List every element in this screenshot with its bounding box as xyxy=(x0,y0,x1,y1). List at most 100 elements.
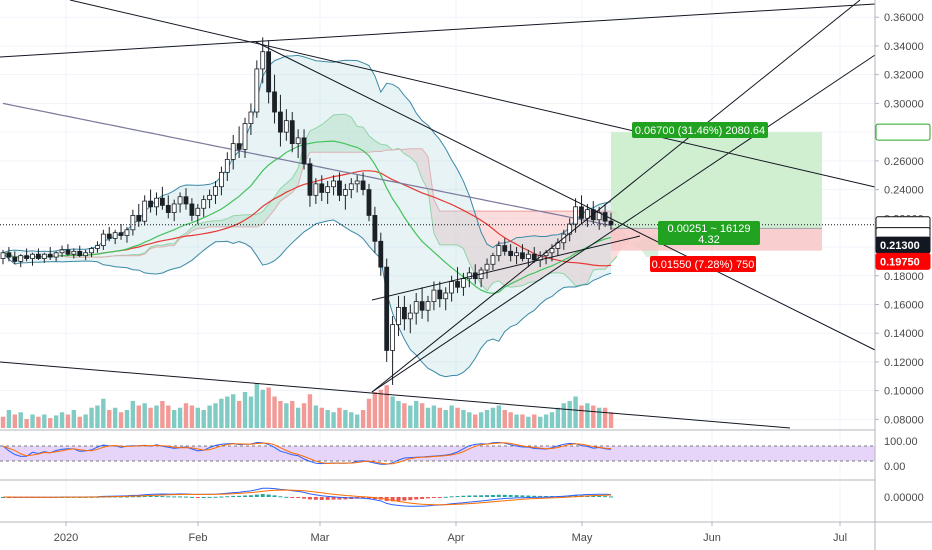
position-profit-zone xyxy=(611,132,822,229)
candle-body xyxy=(272,91,277,113)
volume-bar xyxy=(171,410,177,428)
price-tick-label: 0.32000 xyxy=(884,70,924,82)
macd-histogram-bar xyxy=(124,496,129,498)
macd-histogram-bar xyxy=(420,497,425,499)
cloud-segment xyxy=(327,114,334,153)
volume-bar xyxy=(537,416,543,428)
volume-bar xyxy=(449,405,454,428)
volume-bar xyxy=(526,416,531,428)
candle-body xyxy=(213,186,218,196)
volume-bar xyxy=(520,414,525,428)
candle-body xyxy=(449,281,455,294)
cloud-segment xyxy=(280,183,287,202)
macd-histogram-bar xyxy=(449,496,454,498)
candle-body xyxy=(431,289,437,303)
volume-bar xyxy=(284,403,289,428)
volume-bar xyxy=(266,387,271,428)
price-tick-label: 0.34000 xyxy=(884,41,924,53)
cloud-segment xyxy=(492,211,499,283)
macd-histogram-bar xyxy=(189,496,194,498)
volume-bar xyxy=(561,403,566,428)
macd-histogram-bar xyxy=(603,496,608,498)
macd-histogram-bar xyxy=(426,497,431,499)
macd-histogram-bar xyxy=(254,494,259,497)
candle-body xyxy=(177,196,183,205)
time-tick-label: Jul xyxy=(833,532,847,544)
macd-histogram-bar xyxy=(195,497,200,498)
descending-trend-line xyxy=(69,0,876,188)
candle-body xyxy=(148,200,153,208)
channel-line-mid xyxy=(371,235,641,301)
volume-bar xyxy=(478,412,484,428)
cloud-segment xyxy=(191,224,198,232)
candle-body xyxy=(301,137,307,165)
candle-body xyxy=(608,220,614,226)
volume-bar xyxy=(24,419,29,428)
candle-body xyxy=(579,206,584,219)
macd-histogram-bar xyxy=(508,494,513,497)
volume-bar xyxy=(473,414,478,428)
volume-bar xyxy=(366,398,372,428)
candle-body xyxy=(242,123,248,150)
volume-bar xyxy=(148,407,153,428)
cloud-segment xyxy=(357,126,364,153)
macd-histogram-bar xyxy=(402,497,407,501)
volume-bar xyxy=(596,407,602,428)
resistance-line-top xyxy=(0,3,876,58)
volume-bar xyxy=(142,403,147,428)
cloud-segment xyxy=(510,211,517,288)
volume-bar xyxy=(591,405,596,428)
volume-bar xyxy=(107,410,112,428)
volume-bar xyxy=(307,394,313,428)
macd-histogram-bar xyxy=(136,496,141,498)
macd-histogram-bar xyxy=(260,494,265,497)
volume-bar xyxy=(65,414,71,428)
macd-histogram-bar xyxy=(502,494,507,497)
channel-line-lower xyxy=(371,54,876,393)
time-tick-label: Jun xyxy=(703,532,721,544)
volume-bar xyxy=(301,403,307,428)
volume-bar xyxy=(567,401,572,428)
volume-bar xyxy=(437,407,443,428)
volume-bar xyxy=(532,414,537,428)
cloud-segment xyxy=(268,197,275,217)
cloud-segment xyxy=(351,117,358,153)
volume-bar xyxy=(101,398,106,428)
volume-bar xyxy=(154,405,159,428)
volume-bar xyxy=(467,412,472,428)
candle-body xyxy=(325,186,331,193)
price-tag-box xyxy=(875,252,931,270)
candle-body xyxy=(390,324,395,351)
volume-bar xyxy=(0,416,6,428)
macd-histogram-bar xyxy=(160,496,165,498)
volume-bar xyxy=(579,405,584,428)
volume-bar xyxy=(313,405,319,428)
volume-bar xyxy=(36,416,41,428)
candle-body xyxy=(319,183,325,193)
macd-histogram-bar xyxy=(213,496,218,498)
candle-body xyxy=(342,189,348,196)
volume-bar xyxy=(30,414,35,428)
volume-bar xyxy=(112,407,118,428)
volume-bar xyxy=(207,405,212,428)
candle-body xyxy=(136,215,142,222)
volume-bar xyxy=(555,407,561,428)
macd-histogram-bar xyxy=(437,497,442,498)
candle-body xyxy=(313,183,319,196)
volume-bar xyxy=(59,412,65,428)
volume-bar xyxy=(290,401,295,428)
candle-body xyxy=(384,266,390,351)
volume-bar xyxy=(608,412,614,428)
volume-bar xyxy=(443,410,448,428)
volume-bar xyxy=(183,403,189,428)
volume-bar xyxy=(549,412,555,428)
stoch-k-line xyxy=(2,441,612,465)
candle-body xyxy=(337,180,342,196)
cloud-segment xyxy=(410,148,417,164)
price-tick-label: 0.18000 xyxy=(884,271,924,283)
volume-bar xyxy=(254,383,260,428)
macd-histogram-bar xyxy=(313,497,318,500)
cloud-segment xyxy=(250,214,257,227)
cloud-segment xyxy=(203,221,210,229)
